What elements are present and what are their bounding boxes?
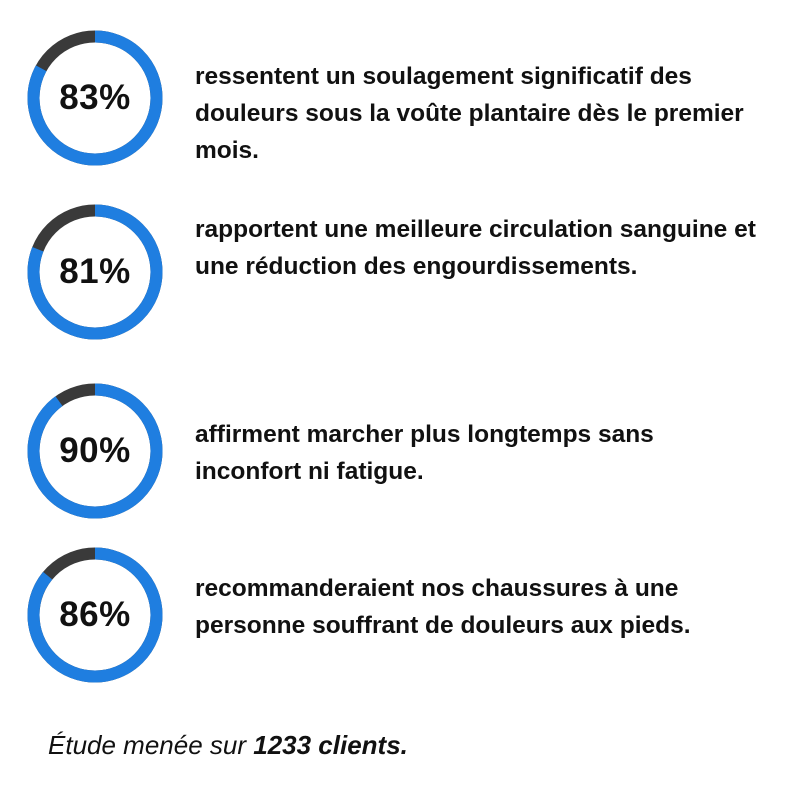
study-footnote: Étude menée sur 1233 clients.: [48, 730, 408, 761]
donut-chart: 90%: [25, 381, 165, 521]
stat-description: rapportent une meilleure circulation san…: [195, 211, 765, 285]
percentage-label: 86%: [25, 545, 165, 685]
donut-chart: 83%: [25, 28, 165, 168]
percentage-label: 81%: [25, 202, 165, 342]
percentage-label: 90%: [25, 381, 165, 521]
donut-chart: 86%: [25, 545, 165, 685]
stat-description: recommanderaient nos chaussures à une pe…: [195, 570, 765, 644]
stat-description: affirment marcher plus longtemps sans in…: [195, 416, 765, 490]
donut-chart: 81%: [25, 202, 165, 342]
footnote-prefix: Étude menée sur: [48, 730, 253, 760]
stat-description: ressentent un soulagement significatif d…: [195, 58, 765, 169]
percentage-label: 83%: [25, 28, 165, 168]
footnote-emphasis: 1233 clients.: [253, 730, 408, 760]
